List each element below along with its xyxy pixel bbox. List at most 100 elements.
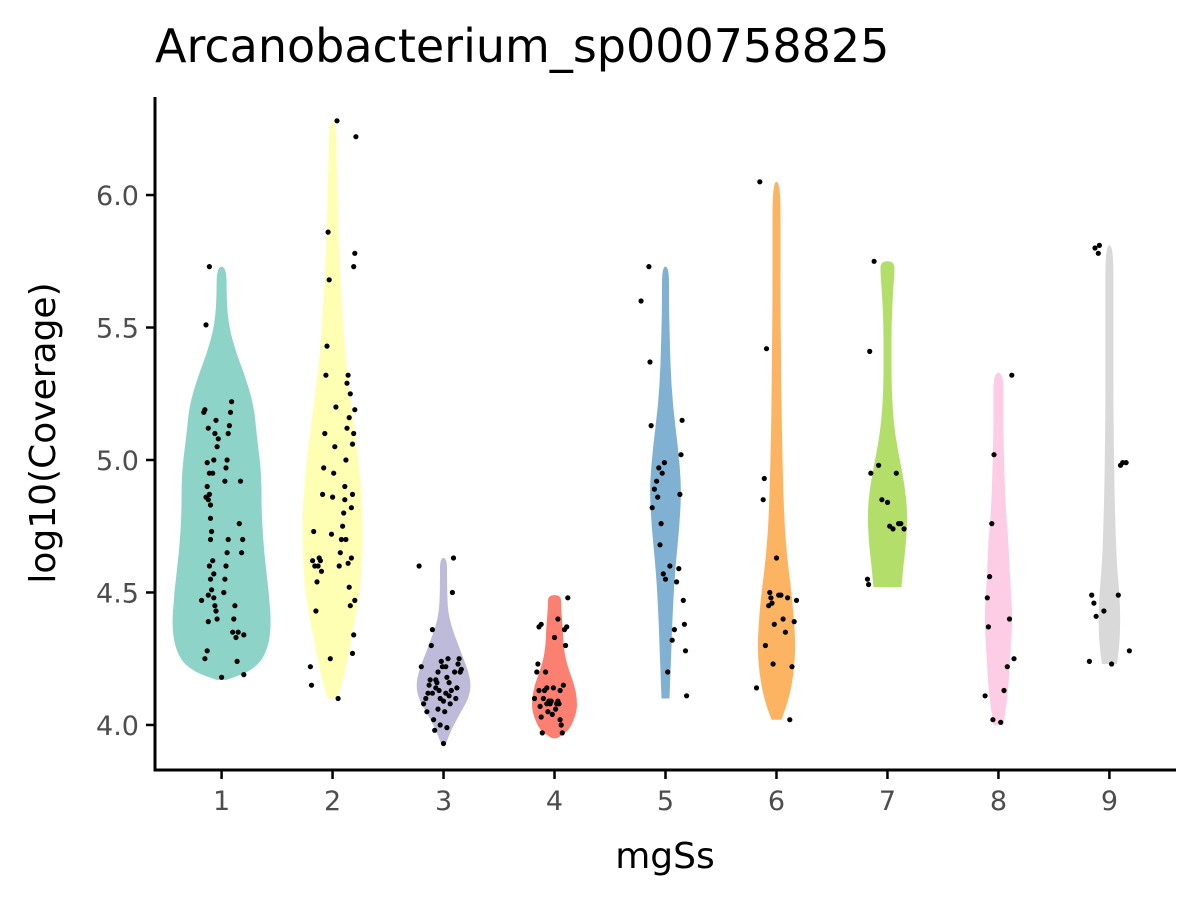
data-point xyxy=(761,475,767,482)
data-point xyxy=(657,542,663,548)
data-point xyxy=(203,322,209,328)
data-point xyxy=(753,685,760,691)
data-point xyxy=(890,526,896,532)
data-point xyxy=(676,566,682,572)
data-point xyxy=(204,648,210,654)
data-point xyxy=(349,441,356,447)
data-point xyxy=(345,560,351,566)
data-point xyxy=(353,134,359,140)
data-point xyxy=(1126,648,1132,654)
data-point xyxy=(660,571,666,577)
data-point xyxy=(1086,658,1092,665)
data-point xyxy=(341,510,347,516)
y-tick-label: 5.5 xyxy=(96,314,139,345)
data-point xyxy=(453,695,459,702)
data-point xyxy=(352,250,358,256)
data-point xyxy=(343,457,349,463)
data-point xyxy=(678,452,684,458)
data-point xyxy=(539,730,545,736)
data-point xyxy=(659,470,665,476)
data-point xyxy=(1123,460,1129,466)
data-point xyxy=(458,666,464,672)
data-point xyxy=(314,579,320,585)
data-point xyxy=(658,521,664,527)
data-point xyxy=(317,558,323,564)
data-point xyxy=(763,346,770,352)
data-point xyxy=(557,717,563,723)
data-point xyxy=(985,624,992,630)
data-point xyxy=(760,497,766,503)
data-point xyxy=(207,502,214,508)
data-point xyxy=(898,521,904,527)
x-tick-label: 7 xyxy=(879,786,896,817)
y-tick-label: 5.0 xyxy=(96,446,139,477)
data-point xyxy=(227,409,234,415)
data-point xyxy=(452,669,458,675)
data-point xyxy=(785,595,791,601)
data-point xyxy=(1092,245,1098,251)
data-point xyxy=(656,465,662,471)
data-point xyxy=(1004,664,1010,670)
data-point xyxy=(209,587,215,593)
data-point xyxy=(447,701,453,707)
y-axis-title: log10(Coverage) xyxy=(23,282,64,583)
data-point xyxy=(236,521,242,527)
data-point xyxy=(1109,661,1115,667)
data-point xyxy=(348,505,354,511)
data-point xyxy=(987,574,993,580)
data-point xyxy=(769,600,775,606)
data-point xyxy=(308,682,315,688)
data-point xyxy=(199,597,205,604)
data-point xyxy=(241,632,247,638)
data-point xyxy=(311,528,317,535)
violin-9 xyxy=(1098,245,1121,664)
data-point xyxy=(789,664,795,670)
data-point xyxy=(557,687,563,694)
y-tick-label: 6.0 xyxy=(96,181,139,212)
data-point xyxy=(416,563,422,569)
x-tick-label: 2 xyxy=(324,786,341,817)
data-point xyxy=(767,589,773,596)
data-point xyxy=(202,656,208,662)
data-point xyxy=(1006,616,1013,622)
data-point xyxy=(351,632,357,638)
data-point xyxy=(444,674,450,680)
violin-layer xyxy=(172,120,1121,744)
data-point xyxy=(336,563,342,569)
data-point xyxy=(344,380,350,386)
data-point xyxy=(423,695,429,702)
data-point xyxy=(990,717,996,723)
data-point xyxy=(662,576,669,582)
data-point xyxy=(553,706,559,712)
x-axis-ticks: 1 2 3 4 5 6 7 8 9 xyxy=(213,770,1118,817)
violin-4 xyxy=(532,595,577,739)
data-point xyxy=(559,730,565,736)
data-point xyxy=(876,462,882,468)
data-point xyxy=(331,470,337,476)
data-point xyxy=(418,664,424,670)
data-point xyxy=(342,497,348,503)
data-point xyxy=(323,372,329,378)
data-point xyxy=(445,656,451,662)
data-point xyxy=(440,698,447,704)
data-point xyxy=(438,658,444,665)
data-point xyxy=(428,642,434,649)
data-point xyxy=(864,576,871,582)
data-point xyxy=(340,523,346,529)
x-tick-label: 8 xyxy=(990,786,1007,817)
data-point xyxy=(231,616,237,622)
data-point xyxy=(213,417,219,423)
data-point xyxy=(444,725,450,731)
data-point xyxy=(433,677,439,683)
data-point xyxy=(232,603,238,609)
data-point xyxy=(450,555,457,561)
data-point xyxy=(1009,372,1015,378)
data-point xyxy=(543,669,549,675)
data-point xyxy=(879,497,885,503)
data-point xyxy=(307,664,313,670)
data-point xyxy=(324,343,330,349)
data-point xyxy=(560,682,567,688)
data-point xyxy=(782,629,789,635)
data-point xyxy=(215,436,221,442)
data-point xyxy=(225,430,231,437)
